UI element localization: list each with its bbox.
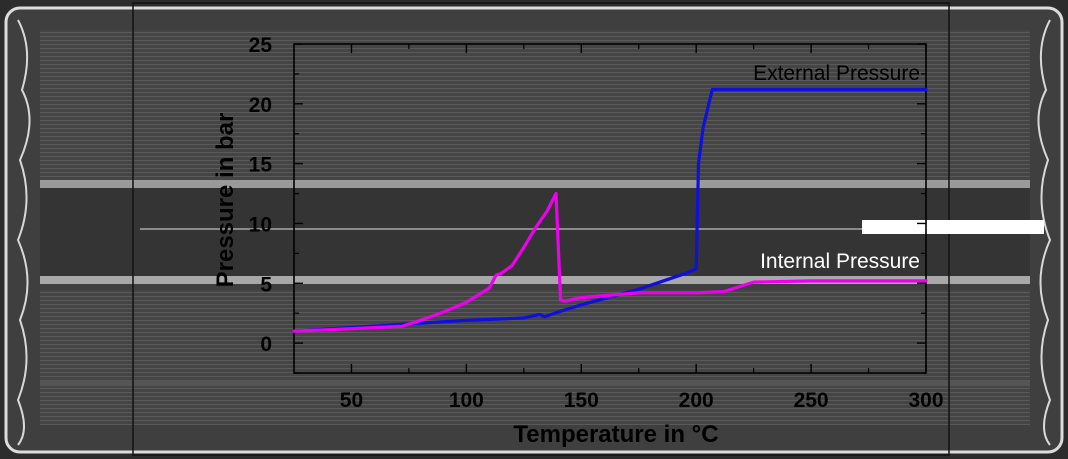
x-tick-label: 250 <box>794 389 829 412</box>
internal-pressure-line <box>292 191 928 333</box>
plot-axes <box>293 43 927 374</box>
external-pressure-line <box>292 87 928 333</box>
y-tick-label: 5 <box>260 273 272 296</box>
y-tick-label: 0 <box>260 333 272 356</box>
x-tick-label: 150 <box>564 389 599 412</box>
x-axis-title: Temperature in °C <box>513 421 718 448</box>
series-label-external-pressure: External Pressure <box>753 62 920 85</box>
x-tick-label: 200 <box>679 389 714 412</box>
y-tick-label: 20 <box>249 94 272 117</box>
series-label-internal-pressure: Internal Pressure <box>760 250 920 273</box>
y-tick-label: 10 <box>249 213 272 236</box>
x-tick-labels: 50 100 150 200 250 300 <box>340 389 944 412</box>
y-tick-label: 25 <box>249 34 273 57</box>
x-tick-label: 100 <box>449 389 484 412</box>
x-tick-label: 300 <box>908 389 943 412</box>
y-tick-label: 15 <box>249 154 273 177</box>
x-tick-label: 50 <box>340 389 363 412</box>
y-tick-labels: 0 5 10 15 20 25 <box>249 34 273 356</box>
y-axis-title: Pressure in bar <box>212 113 239 288</box>
series-lines <box>292 87 928 333</box>
plot-frame <box>293 43 927 374</box>
tick-marks <box>294 43 927 374</box>
